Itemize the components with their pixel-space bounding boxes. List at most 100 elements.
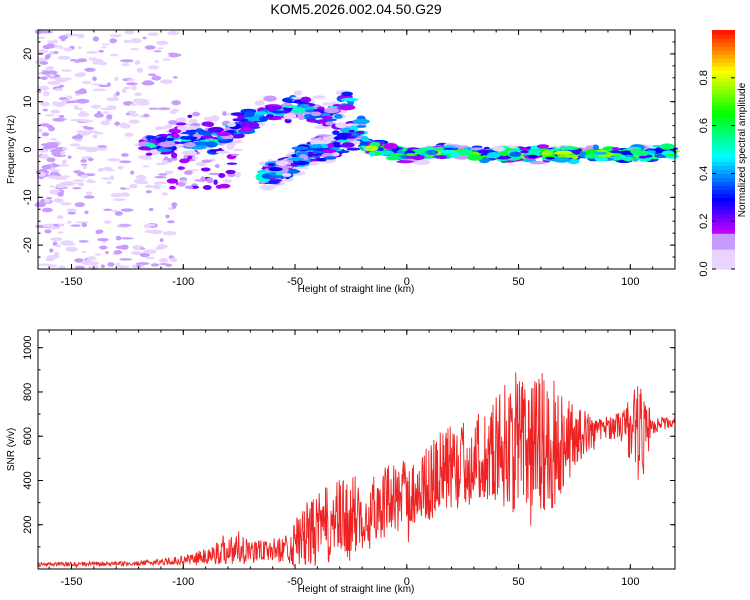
noise-cell <box>153 181 167 185</box>
noise-cell <box>38 57 48 62</box>
noise-cell <box>61 77 72 81</box>
noise-cell <box>139 252 150 258</box>
noise-cell <box>97 145 107 149</box>
ridge-cell <box>300 96 312 103</box>
noise-cell <box>132 245 141 251</box>
noise-cell <box>189 158 196 162</box>
band-cell <box>536 144 550 149</box>
noise-cell <box>62 181 73 185</box>
spectrogram-y-label: Frequency (Hz) <box>6 115 17 184</box>
noise-cell <box>84 67 96 72</box>
noise-cell <box>192 156 199 160</box>
noise-cell <box>177 166 186 170</box>
ridge-cell <box>338 104 356 111</box>
chart-title: KOM5.2026.002.04.50.G29 <box>270 1 441 17</box>
noise-cell <box>107 158 121 162</box>
noise-cell <box>192 111 201 117</box>
noise-cell <box>45 66 55 70</box>
noise-cell <box>177 182 186 187</box>
noise-cell <box>129 113 140 117</box>
colorbar-cell <box>712 245 735 250</box>
noise-cell <box>70 224 81 227</box>
noise-cell <box>120 208 134 212</box>
noise-cell <box>169 257 178 263</box>
snr-panel: -150 -100 -50 0 50 100 200 400 600 800 1000 Height… <box>6 329 676 595</box>
noise-cell <box>98 49 104 53</box>
ridge-cell <box>197 130 213 136</box>
noise-cell <box>42 145 53 150</box>
noise-cell <box>200 167 211 172</box>
noise-cell <box>42 91 50 97</box>
noise-cell <box>82 125 89 129</box>
noise-cell <box>82 165 87 170</box>
noise-cell <box>46 157 56 163</box>
noise-cell <box>86 191 93 195</box>
ridge-cell <box>293 90 303 96</box>
noise-cell <box>77 112 90 117</box>
ridge-cell <box>272 110 287 114</box>
colorbar-cell <box>712 161 735 167</box>
colorbar-cell <box>712 57 735 63</box>
noise-cell <box>162 160 169 165</box>
colorbar-cell <box>712 177 735 182</box>
noise-cell <box>213 179 218 185</box>
colorbar-tick-label: 0.4 <box>698 166 710 181</box>
ridge-cell <box>336 139 346 143</box>
noise-cell <box>145 256 155 260</box>
band-cell <box>618 155 626 159</box>
noise-cell <box>49 171 60 175</box>
band-cell <box>439 149 456 154</box>
band-cell <box>632 150 649 157</box>
colorbar-cell <box>712 249 735 254</box>
snr-x-label: Height of straight line (km) <box>298 584 415 595</box>
noise-cell <box>96 147 108 151</box>
y-tick-label: -10 <box>22 189 34 205</box>
colorbar-cell <box>712 85 735 91</box>
noise-cell <box>57 55 71 60</box>
ridge-cell <box>298 114 305 121</box>
noise-cell <box>162 58 171 61</box>
noise-cell <box>128 119 140 124</box>
noise-cell <box>46 196 53 200</box>
noise-cell <box>106 181 112 184</box>
noise-cell <box>126 78 136 82</box>
colorbar-cell <box>712 30 735 35</box>
noise-cell <box>144 184 153 189</box>
ridge-cell <box>352 118 370 125</box>
noise-cell <box>129 183 138 189</box>
colorbar-cell <box>712 81 735 87</box>
colorbar-cell <box>712 133 735 139</box>
noise-cell <box>44 114 55 117</box>
noise-cell <box>102 240 107 243</box>
noise-cell <box>91 83 103 86</box>
ridge-cell <box>310 144 323 149</box>
band-cell <box>369 151 376 157</box>
ridge-cell <box>265 114 274 119</box>
noise-cell <box>208 172 220 176</box>
colorbar-cell <box>712 221 735 226</box>
noise-cell <box>114 121 120 126</box>
ridge-cell <box>205 141 218 148</box>
colorbar-cell <box>712 165 735 171</box>
ridge-cell <box>284 105 297 108</box>
noise-cell <box>149 229 163 234</box>
noise-cell <box>83 195 95 199</box>
y-tick-label: 0 <box>22 146 34 152</box>
noise-cell <box>187 114 193 119</box>
noise-cell <box>82 80 92 85</box>
noise-cell <box>98 61 108 66</box>
band-cell <box>519 147 530 151</box>
noise-cell <box>87 157 94 162</box>
noise-cell <box>55 244 62 248</box>
noise-cell <box>38 263 52 266</box>
noise-cell <box>92 134 98 139</box>
noise-cell <box>161 192 169 196</box>
noise-cell <box>168 120 178 125</box>
noise-cell <box>49 41 59 44</box>
noise-cell <box>102 111 110 114</box>
noise-cell <box>175 117 187 124</box>
noise-cell <box>109 175 114 181</box>
noise-cell <box>38 128 43 133</box>
noise-cell <box>150 263 160 267</box>
ridge-cell <box>314 140 332 145</box>
